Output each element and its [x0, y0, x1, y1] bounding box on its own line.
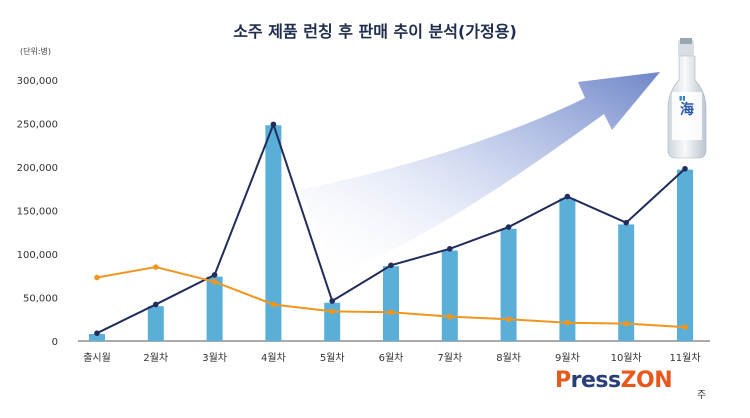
series-point: [564, 319, 571, 326]
x-tick-label: 9월차: [555, 352, 580, 364]
bar: [441, 250, 458, 341]
series-point: [388, 262, 394, 269]
bar: [677, 169, 693, 341]
series-point: [329, 298, 336, 304]
series-point: [447, 245, 453, 252]
series-point: [682, 324, 688, 330]
y-tick-label: 0: [52, 337, 58, 348]
soju-bottle-icon: 海 ▮▮: [667, 38, 707, 159]
series-point: [505, 224, 512, 230]
bar: [265, 125, 282, 342]
series-point: [94, 274, 100, 281]
series-point: [388, 309, 394, 316]
x-tick-label: 2월차: [143, 352, 168, 364]
svg-text:▮▮: ▮▮: [679, 95, 686, 102]
x-tick-label: 3월차: [202, 352, 227, 364]
bar: [618, 224, 635, 341]
x-tick-label: 6월차: [379, 352, 404, 364]
x-tick-label: 4월차: [261, 352, 286, 364]
series-point: [211, 279, 218, 285]
bar: [89, 334, 105, 341]
bar: [559, 198, 576, 341]
presszon-logo: PressZON: [555, 368, 673, 393]
bar: [500, 228, 517, 341]
series-point: [153, 264, 159, 270]
series-point: [564, 193, 571, 200]
series-point: [447, 313, 453, 320]
y-tick-label: 50,000: [23, 294, 58, 305]
line-series: [94, 121, 688, 336]
bar: [324, 302, 341, 341]
bar: [147, 306, 164, 341]
series-point: [270, 121, 277, 128]
x-axis: 출시월 2월차 3월차 4월차 5월차 6월차 7월차 8월차 9월차 10월차 11월차: [83, 352, 700, 364]
y-tick-label: 250,000: [17, 120, 58, 131]
series-point: [505, 316, 512, 323]
series-point: [94, 330, 100, 336]
x-tick-label: 11월차: [669, 352, 700, 364]
bar: [383, 266, 399, 341]
series-point: [623, 320, 629, 327]
y-tick-label: 150,000: [17, 207, 58, 218]
x-tick-label: 7월차: [437, 352, 462, 364]
unit-label: (단위:병): [20, 47, 52, 56]
x-tick-label: 8월차: [496, 352, 521, 364]
svg-text:海: 海: [680, 101, 694, 118]
series-point: [623, 219, 629, 226]
y-tick-label: 100,000: [17, 250, 58, 261]
x-tick-label: 10월차: [611, 352, 642, 364]
x-tick-label: 5월차: [320, 352, 345, 364]
x-tick-label: 출시월: [83, 352, 111, 364]
growth-arrow-icon: [300, 72, 660, 275]
series-point: [682, 165, 688, 172]
bar: [206, 276, 223, 341]
y-tick-label: 200,000: [17, 163, 58, 174]
series-point: [211, 272, 218, 278]
chart-title: 소주 제품 런칭 후 판매 추이 분석(가정용): [233, 22, 517, 41]
series-point: [153, 301, 159, 308]
logo-suffix: 주: [697, 390, 707, 401]
y-axis: 0 50,000 100,000 150,000 200,000 250,000 300,0…: [17, 76, 58, 348]
series-point: [270, 301, 277, 308]
y-tick-label: 300,000: [17, 76, 58, 87]
series-point: [329, 308, 336, 315]
